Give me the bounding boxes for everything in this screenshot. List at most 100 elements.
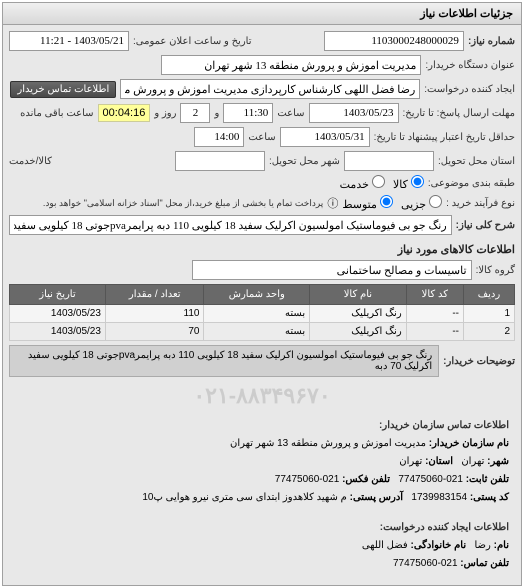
row-buyer-desc: توضیحات خریدار: رنگ جو بی فیوماستیک امول… <box>9 345 515 377</box>
radio-medium[interactable] <box>380 195 393 208</box>
response-date-input[interactable] <box>309 103 399 123</box>
contact-province-label: استان: <box>425 456 453 467</box>
goods-table: ردیف کد کالا نام کالا واحد شمارش تعداد /… <box>9 284 515 341</box>
buyer-desc-label: توضیحات خریدار: <box>443 356 515 367</box>
province-label: استان محل تحویل: <box>438 156 515 167</box>
col-date: تاریخ نیاز <box>10 285 106 305</box>
buytype-note: پرداخت تمام یا بخشی از مبلغ خرید،از محل … <box>43 198 323 209</box>
table-cell: بسته <box>204 305 310 323</box>
contact-phone-row: تلفن ثابت: 021-77475060 تلفن فکس: 021-77… <box>15 471 509 489</box>
col-unit: واحد شمارش <box>204 285 310 305</box>
remaining-days-input[interactable] <box>180 103 210 123</box>
creator-last: فضل اللهی <box>362 540 408 551</box>
table-row[interactable]: 2--رنگ اکریلیکبسته701403/05/23 <box>10 323 515 341</box>
need-title-label: شرح کلی نیاز: <box>456 220 515 231</box>
contact-hdr: اطلاعات تماس سازمان خریدار: <box>15 417 509 435</box>
table-cell: 1403/05/23 <box>10 323 106 341</box>
contact-address: م شهید کلاهدوز ابتدای سی متری نیرو هوایی… <box>142 492 346 503</box>
subject-radio-label: طبقه بندی موضوعی: <box>428 178 515 189</box>
contact-postal-row: کد پستی: 1739983154 آدرس پستی: م شهید کل… <box>15 489 509 507</box>
contact-address-label: آدرس پستی: <box>350 492 403 503</box>
table-cell: رنگ اکریلیک <box>310 305 407 323</box>
col-name: نام کالا <box>310 285 407 305</box>
row-need-number: شماره نیاز: تاریخ و ساعت اعلان عمومی: <box>9 31 515 51</box>
goods-section-title: اطلاعات کالاهای مورد نیاز <box>9 239 515 260</box>
row-goods-group: گروه کالا: <box>9 260 515 280</box>
table-header-row: ردیف کد کالا نام کالا واحد شمارش تعداد /… <box>10 285 515 305</box>
contact-fax: 021-77475060 <box>275 474 340 485</box>
table-cell: 70 <box>105 323 204 341</box>
buyer-desc-text: رنگ جو بی فیوماستیک امولسیون اکرلیک سفید… <box>9 345 439 377</box>
radio-goods[interactable] <box>411 175 424 188</box>
row-need-title: شرح کلی نیاز: <box>9 215 515 235</box>
row-location: استان محل تحویل: شهر محل تحویل: کالا/خدم… <box>9 151 515 171</box>
city-label: شهر محل تحویل: <box>269 156 340 167</box>
validity-time-label: ساعت <box>248 132 275 143</box>
radio-medium-text: متوسط <box>342 199 377 211</box>
radio-minor-label[interactable]: جزیی <box>401 195 442 211</box>
watermark-phone: ۰۲۱-۸۸۳۴۹۶۷۰ <box>9 381 515 411</box>
radio-minor[interactable] <box>429 195 442 208</box>
row-creator: ایجاد کننده درخواست: اطلاعات تماس خریدار <box>9 79 515 99</box>
pub-date-input[interactable] <box>9 31 129 51</box>
table-row[interactable]: 1--رنگ اکریلیکبسته1101403/05/23 <box>10 305 515 323</box>
validity-date-input[interactable] <box>280 127 370 147</box>
row-buyer-title: عنوان دستگاه خریدار: <box>9 55 515 75</box>
radio-service-text: خدمت <box>340 179 369 191</box>
radio-minor-text: جزیی <box>401 199 426 211</box>
table-cell: بسته <box>204 323 310 341</box>
creator-input[interactable] <box>120 79 420 99</box>
radio-service[interactable] <box>372 175 385 188</box>
need-title-input[interactable] <box>9 215 452 235</box>
creator-hdr: اطلاعات ایجاد کننده درخواست: <box>15 519 509 537</box>
item-or-service-label: کالا/خدمت <box>9 156 52 167</box>
creator-first-label: نام: <box>494 540 509 551</box>
row-subject-radio: طبقه بندی موضوعی: کالا خدمت <box>9 175 515 191</box>
contact-province: تهران <box>399 456 422 467</box>
creator-phone-label: تلفن تماس: <box>460 558 509 569</box>
table-cell: 1 <box>463 305 514 323</box>
province-input[interactable] <box>344 151 434 171</box>
buytype-label: نوع فرآیند خرید : <box>446 198 515 209</box>
goods-group-input[interactable] <box>192 260 472 280</box>
table-cell: -- <box>406 323 463 341</box>
validity-time-input[interactable] <box>194 127 244 147</box>
need-no-label: شماره نیاز: <box>468 36 515 47</box>
details-panel: جزئیات اطلاعات نیاز شماره نیاز: تاریخ و … <box>2 2 522 586</box>
contact-org-row: نام سازمان خریدار: مدیریت اموزش و پرورش … <box>15 435 509 453</box>
goods-group-label: گروه کالا: <box>476 265 515 276</box>
form-body: شماره نیاز: تاریخ و ساعت اعلان عمومی: عن… <box>3 25 521 585</box>
table-cell: -- <box>406 305 463 323</box>
buytype-radio-group: جزیی متوسط <box>342 195 442 211</box>
creator-name-row: نام: رضا نام خانوادگی: فضل اللهی <box>15 537 509 555</box>
col-code: کد کالا <box>406 285 463 305</box>
creator-phone-row: تلفن تماس: 021-77475060 <box>15 555 509 573</box>
remaining-label: ساعت باقی مانده <box>20 108 93 119</box>
contact-fax-label: تلفن فکس: <box>342 474 390 485</box>
response-until-label: مهلت ارسال پاسخ: تا تاریخ: <box>403 108 515 119</box>
contact-postal-label: کد پستی: <box>470 492 509 503</box>
contact-org: مدیریت اموزش و پرورش منطقه 13 شهر تهران <box>230 438 426 449</box>
radio-goods-label[interactable]: کالا <box>393 175 424 191</box>
radio-goods-text: کالا <box>393 179 408 191</box>
validity-label: حداقل تاریخ اعتبار پیشنهاد تا تاریخ: <box>374 132 515 143</box>
subject-radio-group: کالا خدمت <box>340 175 424 191</box>
buyer-contact-block: اطلاعات تماس سازمان خریدار: نام سازمان خ… <box>9 411 515 513</box>
city-input[interactable] <box>175 151 265 171</box>
buyer-title-input[interactable] <box>161 55 421 75</box>
response-time-input[interactable] <box>223 103 273 123</box>
creator-last-label: نام خانوادگی: <box>411 540 467 551</box>
need-no-input[interactable] <box>324 31 464 51</box>
table-cell: 1403/05/23 <box>10 305 106 323</box>
contact-postal: 1739983154 <box>411 492 467 503</box>
creator-phone: 021-77475060 <box>393 558 458 569</box>
radio-medium-label[interactable]: متوسط <box>342 195 393 211</box>
contact-phone: 021-77475060 <box>398 474 463 485</box>
radio-service-label[interactable]: خدمت <box>340 175 385 191</box>
row-response-deadline: مهلت ارسال پاسخ: تا تاریخ: ساعت و روز و … <box>9 103 515 123</box>
countdown-badge: 00:04:16 <box>98 104 151 122</box>
days-label: روز و <box>154 108 176 119</box>
contact-phone-label: تلفن ثابت: <box>466 474 509 485</box>
table-cell: 110 <box>105 305 204 323</box>
buyer-contact-button[interactable]: اطلاعات تماس خریدار <box>10 81 116 98</box>
